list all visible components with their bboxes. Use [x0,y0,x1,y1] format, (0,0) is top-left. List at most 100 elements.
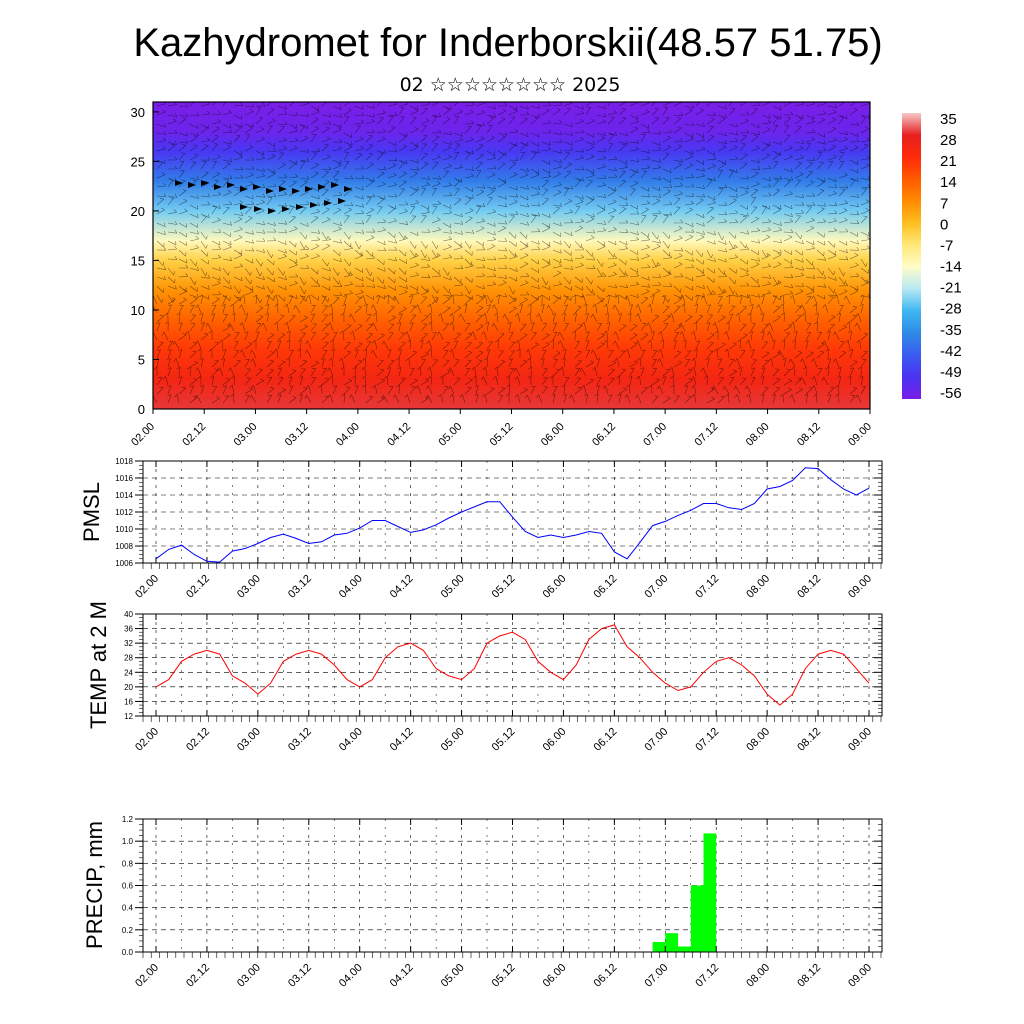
temp-x-tick-label: 02.12 [184,726,212,754]
pmsl-x-tick-label: 08.00 [744,573,772,601]
colorbar-label: -49 [940,364,962,381]
pmsl-y-tick-label: 1016 [115,474,133,483]
colorbar-label: -14 [940,259,962,276]
precip-x-tick-label: 05.00 [439,962,467,990]
precip-y-tick-label: 0.0 [122,948,134,957]
temp-y-tick-label: 16 [124,697,133,706]
heatmap-y-tick-label: 30 [131,105,145,120]
heatmap-x-tick-label: 03.00 [232,421,260,449]
heatmap-y-tick-label: 20 [131,204,145,219]
pmsl-x-tick-label: 06.12 [592,573,620,601]
precip-x-tick-label: 05.12 [490,962,518,990]
temp-y-tick-label: 28 [124,654,133,663]
colorbar-label: 28 [940,132,957,149]
temp-x-tick-label: 08.00 [744,726,772,754]
heatmap-x-tick-label: 05.12 [488,421,516,449]
wind-barbs-layer [153,102,870,404]
colorbar-label: -7 [940,238,953,255]
colorbar-label: 35 [940,111,957,128]
precip-x-tick-label: 06.00 [541,962,569,990]
colorbar-label: -28 [940,301,962,318]
heatmap-x-tick-label: 07.12 [693,421,721,449]
pmsl-series-line [155,467,870,563]
precip-x-tick-label: 08.12 [795,962,823,990]
pmsl-y-tick-label: 1012 [115,508,133,517]
colorbar-label: -42 [940,343,962,360]
colorbar-scale [902,113,921,399]
temp-y-tick-label: 32 [124,639,133,648]
precip-x-tick-label: 02.12 [184,962,212,990]
heatmap-field [153,102,870,409]
precip-bar [665,933,678,952]
pmsl-x-tick-label: 07.00 [642,573,670,601]
precip-y-tick-label: 1.2 [122,815,134,824]
pmsl-x-tick-label: 05.12 [490,573,518,601]
temp-panel: 02.00 02.12 03.00 03.12 04.00 04.12 05.00 05.12… [86,601,883,754]
pmsl-x-tick-label: 03.00 [235,573,263,601]
precip-y-tick-label: 0.8 [122,859,134,868]
colorbar-labels: 35 28 21 14 7 0 -7 -14 -21 -28 -35 -42 -49 -56 [940,111,962,402]
precip-x-tick-label: 07.00 [642,962,670,990]
heatmap-x-tick-label: 09.00 [846,421,874,449]
colorbar-label: -35 [940,322,962,339]
precip-y-tick-label: 0.4 [122,904,134,913]
heatmap-x-tick-label: 04.00 [334,421,362,449]
precip-bar [678,946,691,952]
temp-y-tick-label: 20 [124,683,133,692]
temp-series-line [155,624,870,706]
temp-x-tick-label: 05.00 [439,726,467,754]
pmsl-y-tick-label: 1010 [115,525,133,534]
temp-y-tick-label: 12 [124,712,133,721]
temp-x-tick-label: 03.12 [286,726,314,754]
pmsl-panel: 02.00 02.12 03.00 03.12 04.00 04.12 05.00 05.12… [79,457,883,601]
temp-y-tick-label: 36 [124,625,133,634]
pmsl-x-tick-label: 08.12 [795,573,823,601]
heatmap-y-tick-label: 10 [131,303,145,318]
temp-x-tick-label: 03.00 [235,726,263,754]
pmsl-x-tick-label: 04.00 [337,573,365,601]
colorbar-label: -21 [940,280,962,297]
pmsl-x-tick-label: 05.00 [439,573,467,601]
pmsl-x-tick-label: 04.12 [388,573,416,601]
pmsl-y-tick-label: 1014 [115,491,133,500]
chart-title: Kazhydromet for Inderborskii(48.57 51.75… [133,21,882,65]
heatmap-y-tick-label: 15 [131,253,145,268]
heatmap-x-tick-label: 03.12 [283,421,311,449]
heatmap-x-tick-label: 06.12 [590,421,618,449]
heatmap-x-tick-label: 02.00 [129,421,157,449]
pmsl-x-tick-label: 07.12 [693,573,721,601]
temp-x-tick-label: 06.00 [541,726,569,754]
colorbar-label: 14 [940,174,957,191]
pmsl-y-tick-label: 1006 [115,559,133,568]
precip-bars [652,833,717,952]
temp-ylabel: TEMP at 2 M [86,601,111,729]
precip-y-tick-label: 0.2 [122,926,134,935]
heatmap-panel: 0 5 10 15 20 25 30 02.00 02.12 03.00 03.12 04.00 04… [129,101,874,449]
heatmap-y-axis: 0 5 10 15 20 25 30 [131,105,159,417]
precip-x-tick-label: 03.00 [235,962,263,990]
precip-bar [703,833,717,952]
precip-x-tick-label: 07.12 [693,962,721,990]
precip-x-tick-label: 04.12 [388,962,416,990]
temp-x-tick-label: 04.00 [337,726,365,754]
precip-bar [652,942,666,952]
temp-x-tick-label: 09.00 [846,726,874,754]
precip-y-tick-label: 0.6 [122,882,134,891]
heatmap-x-tick-label: 06.00 [539,421,567,449]
pmsl-x-tick-label: 03.12 [286,573,314,601]
precip-bar [690,885,704,952]
precip-x-tick-label: 09.00 [846,962,874,990]
chart-subtitle: 02 ☆☆☆☆☆☆☆☆ 2025 [400,74,621,96]
temp-x-tick-label: 04.12 [388,726,416,754]
heatmap-x-tick-label: 02.12 [180,421,208,449]
pmsl-x-tick-label: 02.12 [184,573,212,601]
precip-x-tick-label: 03.12 [286,962,314,990]
precip-x-tick-label: 02.00 [133,962,161,990]
temp-y-tick-label: 40 [124,610,133,619]
colorbar-label: -56 [940,385,962,402]
heatmap-x-tick-label: 07.00 [641,421,669,449]
temp-x-tick-label: 07.00 [642,726,670,754]
heatmap-y-tick-label: 0 [138,402,145,417]
heatmap-x-tick-label: 08.00 [744,421,772,449]
